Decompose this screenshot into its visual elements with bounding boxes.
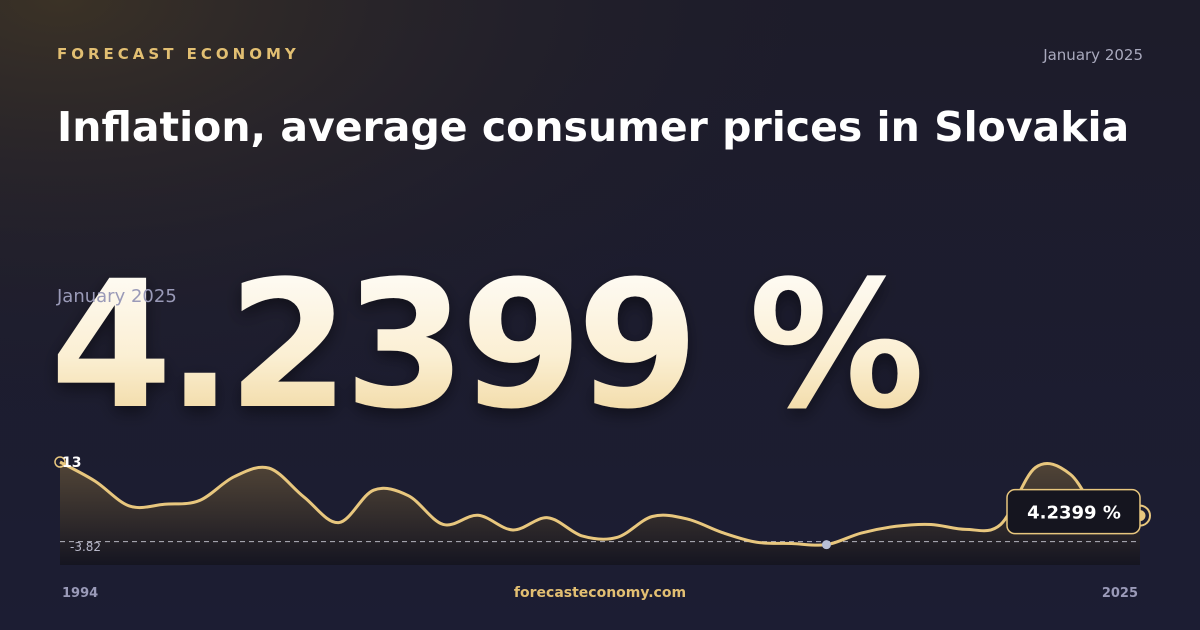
y-tick-label: 13 — [62, 455, 81, 471]
headline-value: 4.2399 % — [50, 243, 919, 448]
title: Inflation, average consumer prices in Sl… — [57, 103, 1129, 151]
start-point — [54, 456, 66, 468]
value-label: 4.2399 % — [1027, 503, 1121, 524]
headline-period: January 2025 — [56, 286, 177, 307]
date: January 2025 — [1042, 46, 1143, 64]
x-tick-label: 2025 — [1102, 586, 1138, 601]
sparkline: 4.2399 % -3.82 13 1994 2025 — [54, 455, 1151, 601]
area — [60, 462, 1140, 565]
y-tick-label: -3.82 — [70, 540, 101, 554]
line — [59, 460, 1141, 547]
min-point — [821, 540, 831, 550]
footer: forecasteconomy.com — [514, 585, 686, 601]
value-callout — [1006, 488, 1141, 535]
brand: FORECAST ECONOMY — [57, 45, 300, 63]
x-tick-label: 1994 — [62, 586, 98, 601]
